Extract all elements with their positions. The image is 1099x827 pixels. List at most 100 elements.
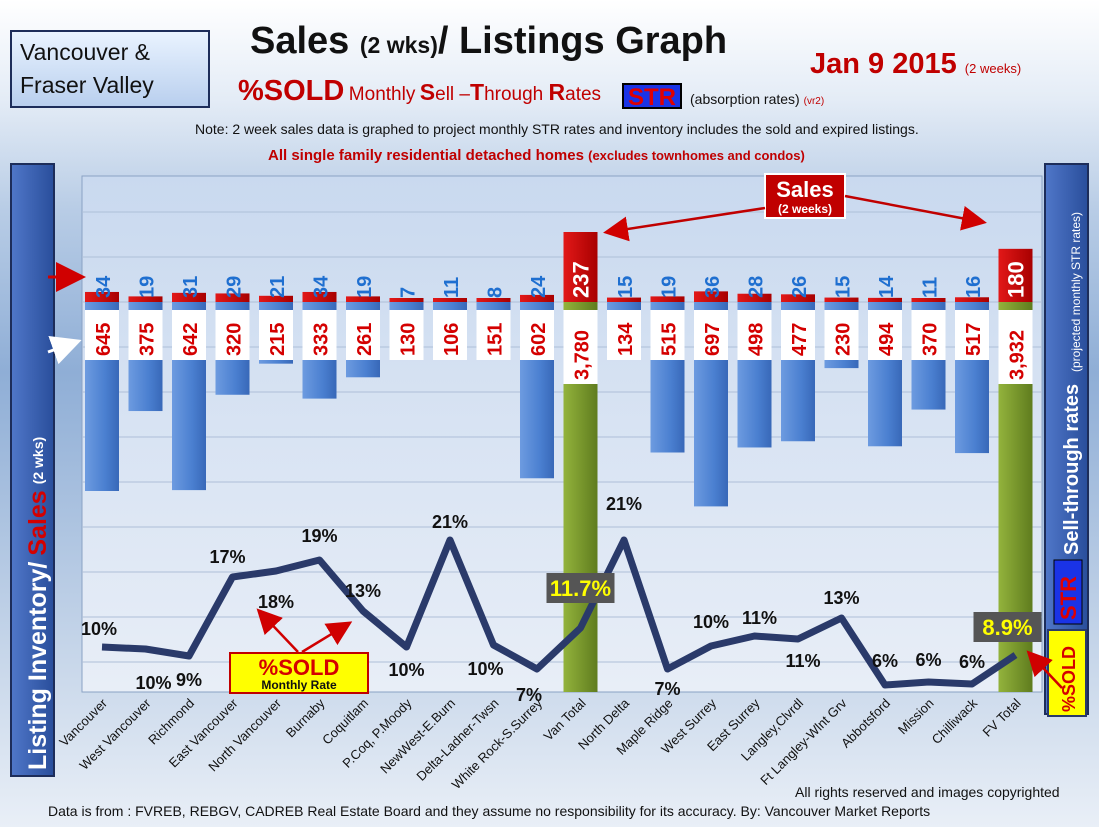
inventory-label-box <box>259 310 293 360</box>
sales-value-label: 180 <box>1004 261 1029 298</box>
subtitle-monthly: Monthly <box>348 84 416 105</box>
left-title-sales: Sales <box>24 490 52 555</box>
sales-bar <box>520 294 554 302</box>
inventory-label-box <box>737 310 772 360</box>
right-axis-subtitle: (projected monthly STR rates) <box>1069 212 1083 372</box>
sold-callout-arrow-right <box>301 621 353 654</box>
sales-bar <box>259 295 293 302</box>
region-line2: Fraser Valley <box>20 72 154 98</box>
copyright-note: All rights reserved and images copyright… <box>795 784 1060 800</box>
sales-labels: 34 19 31 29 21 34 19 7 11 8 24 237 15 19 36 28 26 15 14 11 1… <box>93 261 1029 298</box>
sold-value-label: 10% <box>388 660 424 680</box>
report-date: Jan 9 2015 (2 weeks) <box>810 48 1021 81</box>
sales-callout-subtitle: (2 weeks) <box>778 202 832 216</box>
inventory-label-box <box>650 310 685 360</box>
sales-bar <box>346 296 380 302</box>
sold-value-label: 21% <box>606 494 642 514</box>
sales-bar <box>955 297 989 302</box>
sales-bar <box>85 291 119 302</box>
left-title-wks: (2 wks) <box>30 437 46 484</box>
sales-value-label: 14 <box>876 275 898 298</box>
sold-value-label: 18% <box>258 592 294 612</box>
sales-bar <box>172 292 206 302</box>
sold-value-label: 11% <box>785 651 820 671</box>
sold-callout-title: %SOLD <box>259 655 340 680</box>
x-tick-label: Delta-Ladner-Twsn <box>413 696 501 784</box>
sales-value-label: 237 <box>569 261 594 298</box>
inventory-label-box <box>302 310 337 360</box>
sold-total-label: 8.9% <box>982 615 1032 640</box>
sales-value-label: 34 <box>93 275 115 298</box>
inventory-label-box <box>998 310 1033 384</box>
sales-bar <box>824 297 859 302</box>
inventory-label-box <box>694 310 728 360</box>
absorption-note: (absorption rates) (vr2) <box>690 91 824 107</box>
sales-bar <box>433 298 467 302</box>
sales-value-label: 16 <box>963 276 985 298</box>
inventory-label-box <box>520 310 554 360</box>
sales-value-label: 26 <box>789 276 811 298</box>
inventory-value-label: 498 <box>746 323 768 356</box>
sold-total-label-box <box>973 612 1042 642</box>
x-tick-label: FV Total <box>979 695 1023 739</box>
sales-bar <box>694 291 728 302</box>
inventory-value-label: 106 <box>441 323 463 356</box>
title-rest: / Listings Graph <box>437 20 728 62</box>
sales-bar <box>911 298 946 302</box>
inventory-value-label: 230 <box>833 323 855 356</box>
inventory-value-label: 517 <box>963 323 985 356</box>
sold-value-label: 10% <box>693 612 729 632</box>
page-title: Sales (2 wks)/ Listings Graph <box>250 20 727 63</box>
sold-value-label: 9% <box>176 670 202 690</box>
str-side-badge <box>1053 559 1083 625</box>
inventory-value-label: 333 <box>311 323 333 356</box>
str-badge: STR <box>622 83 682 111</box>
sales-bar <box>607 297 641 302</box>
inventory-value-label: 642 <box>180 323 202 356</box>
pct-sold-side-label: %SOLD <box>1059 646 1079 712</box>
sales-value-label: 31 <box>180 276 202 298</box>
subtitle-dash: – <box>459 84 470 105</box>
left-axis-panel <box>10 163 55 777</box>
inventory-arrow <box>47 335 82 365</box>
pct-sold-side-badge <box>1047 629 1087 717</box>
subtitle-r: R <box>548 79 566 105</box>
left-axis-title: Listing Inventory/Sales (2 wks) <box>24 437 52 770</box>
sold-polyline <box>101 536 1018 689</box>
subtitle-sold: %SOLD <box>238 75 345 107</box>
sales-value-label: 21 <box>267 276 289 298</box>
sold-callout <box>229 652 369 694</box>
sold-total-label: 11.7% <box>550 576 611 601</box>
title-main: Sales <box>250 20 350 62</box>
sales-bar <box>737 293 772 302</box>
inventory-value-label: 134 <box>615 322 637 356</box>
inventory-value-label: 697 <box>702 323 724 356</box>
sold-value-label: 13% <box>823 588 859 608</box>
sold-value-label: 6% <box>959 652 985 672</box>
sold-total-label-box <box>546 573 615 603</box>
sold-callout-arrow-left <box>256 608 299 653</box>
x-tick-label: Mission <box>895 696 937 738</box>
version-text: (vr2) <box>803 96 825 107</box>
inventory-label-box <box>346 310 380 360</box>
sold-value-label: 7% <box>516 685 542 705</box>
sales-value-label: 11 <box>920 277 942 298</box>
sales-bar <box>128 296 163 302</box>
inventory-label-box <box>911 310 946 360</box>
sold-labels: 10%10% 9%17%18%19%13%10%21%10%7%11.7%21%7… <box>81 494 1042 705</box>
sales-value-label: 15 <box>615 276 637 298</box>
inventory-value-label: 3,780 <box>572 330 594 380</box>
left-title-inventory: Listing Inventory/ <box>24 562 52 770</box>
inventory-label-box <box>781 310 815 360</box>
sales-value-label: 28 <box>746 276 768 298</box>
inventory-value-label: 215 <box>267 323 289 356</box>
scope-paren: (excludes townhomes and condos) <box>588 148 805 163</box>
x-tick-label: Ft Langley-Wlnt Grv <box>757 695 850 788</box>
inventory-label-box <box>476 310 511 360</box>
subtitle-ates: ates <box>565 84 602 105</box>
inventory-label-box <box>85 310 119 360</box>
sold-value-label: 17% <box>209 547 245 567</box>
sales-bar <box>389 298 424 302</box>
